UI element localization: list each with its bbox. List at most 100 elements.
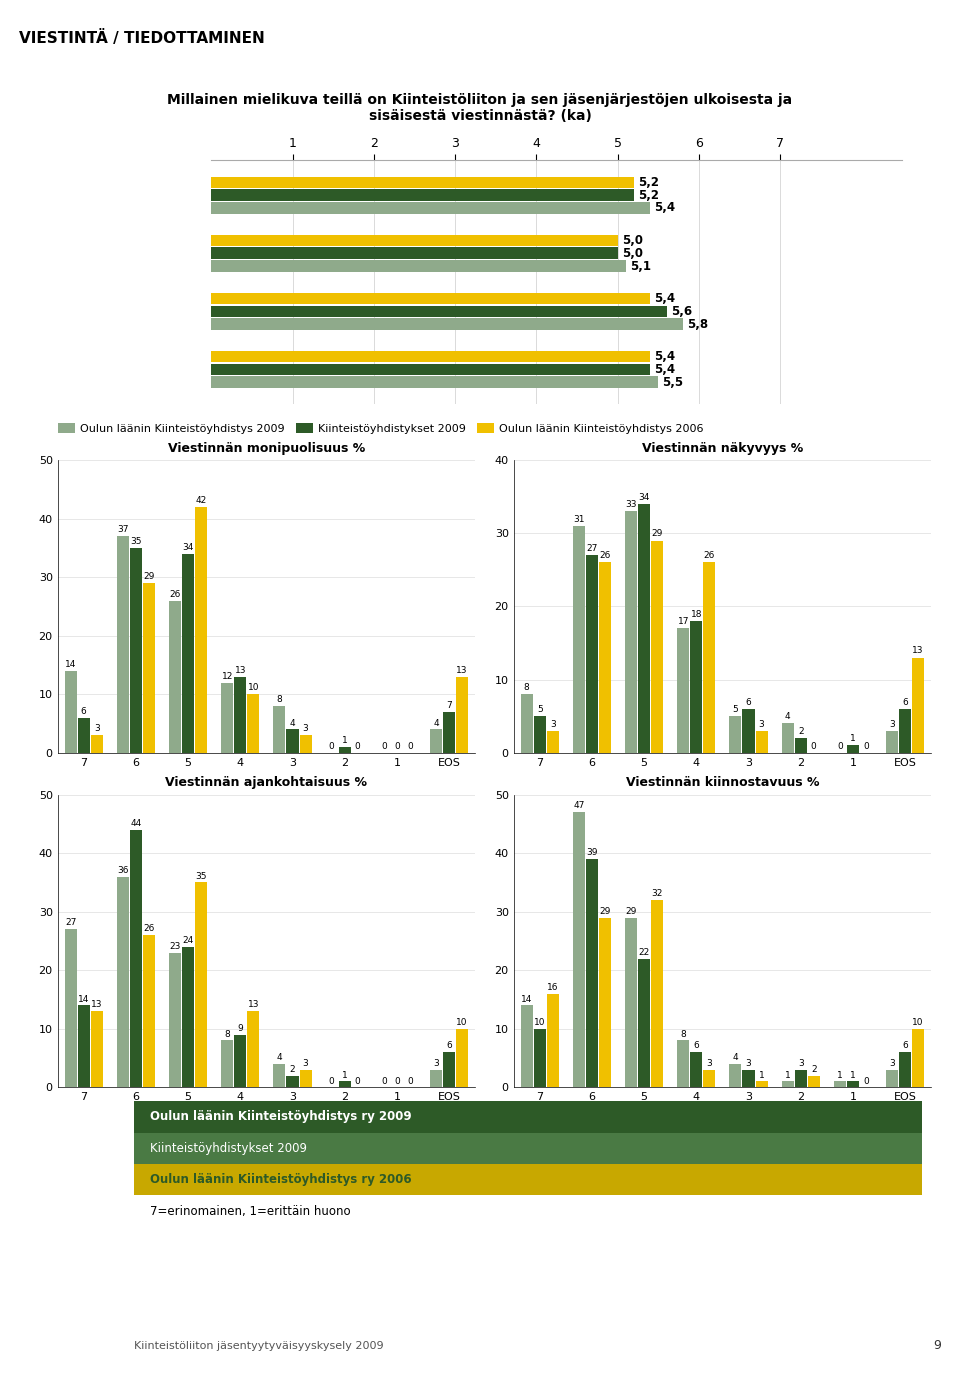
Text: 39: 39 (587, 848, 598, 857)
Bar (286, 1076, 299, 1087)
Bar (730, 717, 741, 753)
Text: 42: 42 (196, 496, 206, 505)
Bar (221, 1040, 233, 1087)
Text: 6: 6 (902, 697, 908, 707)
Text: 27: 27 (587, 544, 597, 553)
Text: 5,0: 5,0 (622, 234, 643, 247)
Bar (690, 622, 703, 753)
Text: 0: 0 (355, 742, 361, 751)
Text: 8: 8 (681, 1030, 686, 1039)
Text: 5,4: 5,4 (655, 202, 676, 215)
Bar (211, 318, 683, 330)
Bar (211, 376, 659, 388)
Text: 0: 0 (394, 742, 399, 751)
Text: 5,4: 5,4 (655, 362, 676, 376)
Bar (651, 541, 663, 753)
Bar (78, 1005, 89, 1087)
Bar (211, 177, 634, 188)
Bar (781, 1082, 794, 1087)
Text: 36: 36 (117, 866, 129, 875)
Text: 5: 5 (537, 705, 542, 714)
Text: 7: 7 (446, 701, 452, 710)
Text: 0: 0 (837, 742, 843, 750)
Text: 8: 8 (225, 1030, 230, 1039)
Bar (248, 694, 259, 753)
Bar (742, 1069, 755, 1087)
Bar (756, 730, 768, 753)
Text: 4: 4 (785, 712, 790, 721)
Bar (211, 293, 650, 304)
Bar (677, 629, 689, 753)
Bar (586, 555, 598, 753)
Bar (143, 583, 155, 753)
Text: 14: 14 (78, 994, 89, 1004)
Text: 32: 32 (652, 889, 662, 898)
Text: 29: 29 (143, 572, 155, 581)
Bar (234, 1034, 247, 1087)
Text: 5,5: 5,5 (662, 376, 684, 389)
Bar (534, 1029, 545, 1087)
Legend: Oulun läänin Kiinteistöyhdistys 2009, Kiinteistöyhdistykset 2009, Oulun läänin K: Oulun läänin Kiinteistöyhdistys 2009, Ki… (54, 418, 708, 439)
Text: 16: 16 (547, 983, 559, 993)
Text: Kiinteistöliiton jäsentyytyväisyyskysely 2009: Kiinteistöliiton jäsentyytyväisyyskysely… (134, 1341, 384, 1351)
Bar (234, 676, 247, 753)
Text: 2: 2 (811, 1065, 817, 1073)
Text: 35: 35 (196, 871, 207, 881)
Text: 14: 14 (65, 659, 77, 669)
Bar (211, 364, 650, 375)
Bar (211, 305, 666, 316)
Text: 1: 1 (850, 1071, 855, 1080)
Text: 37: 37 (117, 526, 129, 534)
Bar (625, 917, 637, 1087)
Bar (677, 1040, 689, 1087)
Text: 5,4: 5,4 (655, 293, 676, 305)
Text: 8: 8 (524, 683, 530, 691)
Bar (599, 562, 611, 753)
Bar (730, 1064, 741, 1087)
Text: 14: 14 (521, 994, 533, 1004)
Text: 5: 5 (732, 705, 738, 714)
Bar (130, 548, 142, 753)
Text: 4: 4 (290, 718, 296, 728)
FancyBboxPatch shape (134, 1101, 922, 1133)
Text: 1: 1 (758, 1071, 764, 1080)
FancyBboxPatch shape (134, 1164, 922, 1196)
Title: Viestinnän monipuolisuus %: Viestinnän monipuolisuus % (168, 442, 365, 454)
Text: 5,0: 5,0 (622, 247, 643, 259)
Bar (534, 717, 545, 753)
Bar (339, 1082, 350, 1087)
Text: 12: 12 (222, 672, 233, 680)
Bar (651, 901, 663, 1087)
Bar (795, 739, 806, 753)
Text: Kiinteistöyhdistykset 2009: Kiinteistöyhdistykset 2009 (150, 1142, 307, 1154)
Bar (742, 710, 755, 753)
Text: 29: 29 (652, 530, 662, 538)
Text: 1: 1 (784, 1071, 790, 1080)
Bar (704, 562, 715, 753)
Text: Millainen mielikuva teillä on Kiinteistöliiton ja sen jäsenjärjestöjen ulkoisest: Millainen mielikuva teillä on Kiinteistö… (167, 93, 793, 123)
Text: 3: 3 (94, 725, 100, 733)
Bar (211, 248, 618, 259)
Bar (211, 202, 650, 213)
Text: 44: 44 (131, 818, 141, 828)
Text: 10: 10 (534, 1018, 545, 1027)
Bar (444, 712, 455, 753)
Bar (912, 1029, 924, 1087)
Bar (847, 746, 859, 753)
Text: 5,1: 5,1 (630, 259, 651, 272)
Text: 2: 2 (290, 1065, 296, 1073)
Text: 10: 10 (456, 1018, 468, 1027)
Text: 0: 0 (863, 742, 869, 750)
Bar (912, 658, 924, 753)
Text: 1: 1 (850, 735, 855, 743)
Bar (704, 1069, 715, 1087)
Text: 27: 27 (65, 919, 77, 927)
Text: 33: 33 (625, 500, 636, 509)
Text: 6: 6 (81, 707, 86, 717)
Text: 22: 22 (638, 948, 650, 956)
Bar (795, 1069, 806, 1087)
Text: 34: 34 (182, 542, 194, 552)
Text: 0: 0 (863, 1076, 869, 1086)
Bar (300, 1069, 312, 1087)
Text: 0: 0 (394, 1076, 399, 1086)
